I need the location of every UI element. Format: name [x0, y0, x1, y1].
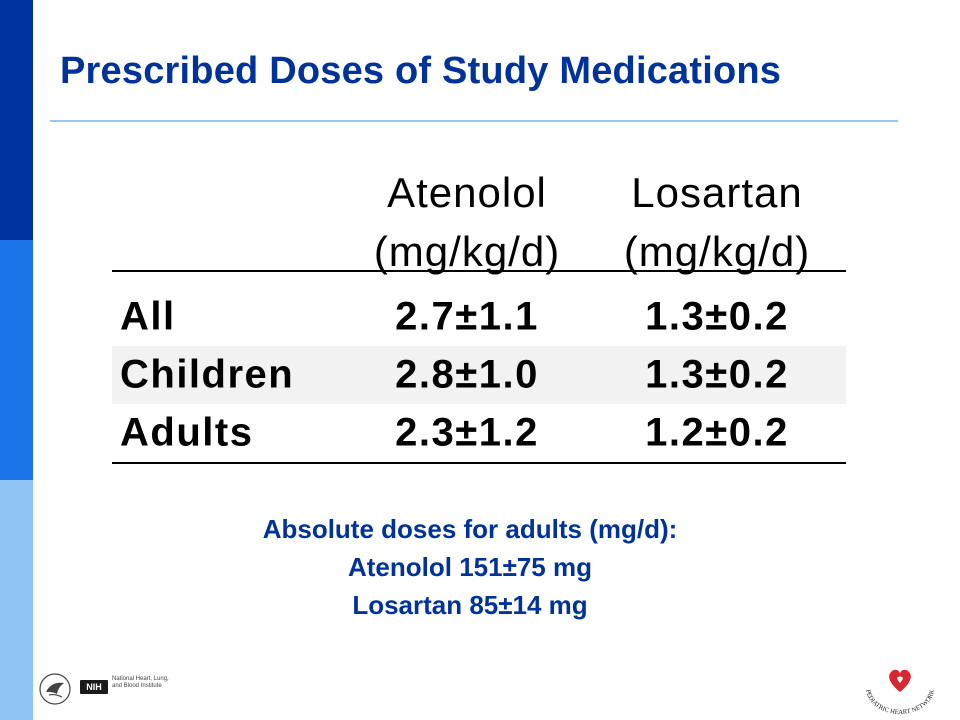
sidebar-accent: [0, 0, 33, 720]
atenolol-value: 2.7±1.1: [395, 294, 539, 339]
heart-logo-icon: PEDIATRIC HEART NETWORK: [864, 669, 936, 716]
nih-text-line: and Blood Institute: [112, 683, 162, 689]
table-row: Adults 2.3±1.2 1.2±0.2: [112, 404, 846, 462]
row-label: Adults: [120, 410, 254, 455]
note-heading: Absolute doses for adults (mg/d):: [262, 514, 678, 544]
nih-institute-name: National Heart, Lung, and Blood Institut…: [112, 676, 169, 690]
pediatric-heart-network-logo: PEDIATRIC HEART NETWORK: [860, 662, 940, 716]
sidebar-segment-dark: [0, 0, 33, 240]
row-label: All: [120, 294, 176, 339]
nih-badge: NIH: [80, 680, 108, 694]
header-losartan: Losartan (mg/kg/d): [597, 164, 837, 282]
hhs-eagle-icon: [39, 673, 71, 705]
header-losartan-name: Losartan: [631, 169, 803, 216]
table-header: Atenolol (mg/kg/d) Losartan (mg/kg/d): [112, 160, 846, 275]
sidebar-segment-light: [0, 480, 33, 720]
nih-logo-group: NIH National Heart, Lung, and Blood Inst…: [38, 672, 188, 712]
note-atenolol: Atenolol 151±75 mg: [347, 552, 592, 582]
table-row: All 2.7±1.1 1.3±0.2: [112, 288, 846, 346]
losartan-value: 1.3±0.2: [645, 294, 789, 339]
atenolol-value: 2.8±1.0: [395, 352, 539, 397]
losartan-value: 1.2±0.2: [645, 410, 789, 455]
title-divider: [50, 120, 898, 122]
dose-table: Atenolol (mg/kg/d) Losartan (mg/kg/d) Al…: [112, 160, 846, 464]
sidebar-segment-mid: [0, 240, 33, 480]
note-losartan: Losartan 85±14 mg: [352, 590, 588, 620]
absolute-doses-note: Absolute doses for adults (mg/d): Atenol…: [140, 510, 800, 624]
nih-text-line: National Heart, Lung,: [112, 676, 169, 682]
table-bottom-rule: [112, 462, 846, 464]
header-losartan-unit: (mg/kg/d): [623, 227, 811, 275]
network-name-arc: PEDIATRIC HEART NETWORK: [864, 689, 936, 716]
losartan-value: 1.3±0.2: [645, 352, 789, 397]
table-row: Children 2.8±1.0 1.3±0.2: [112, 346, 846, 404]
table-body: All 2.7±1.1 1.3±0.2 Children 2.8±1.0 1.3…: [112, 288, 846, 464]
slide-title: Prescribed Doses of Study Medications: [60, 50, 782, 92]
header-atenolol: Atenolol (mg/kg/d): [352, 164, 582, 282]
atenolol-value: 2.3±1.2: [395, 410, 539, 455]
row-label: Children: [120, 352, 295, 397]
header-atenolol-unit: (mg/kg/d): [373, 227, 561, 275]
header-atenolol-name: Atenolol: [387, 169, 547, 216]
